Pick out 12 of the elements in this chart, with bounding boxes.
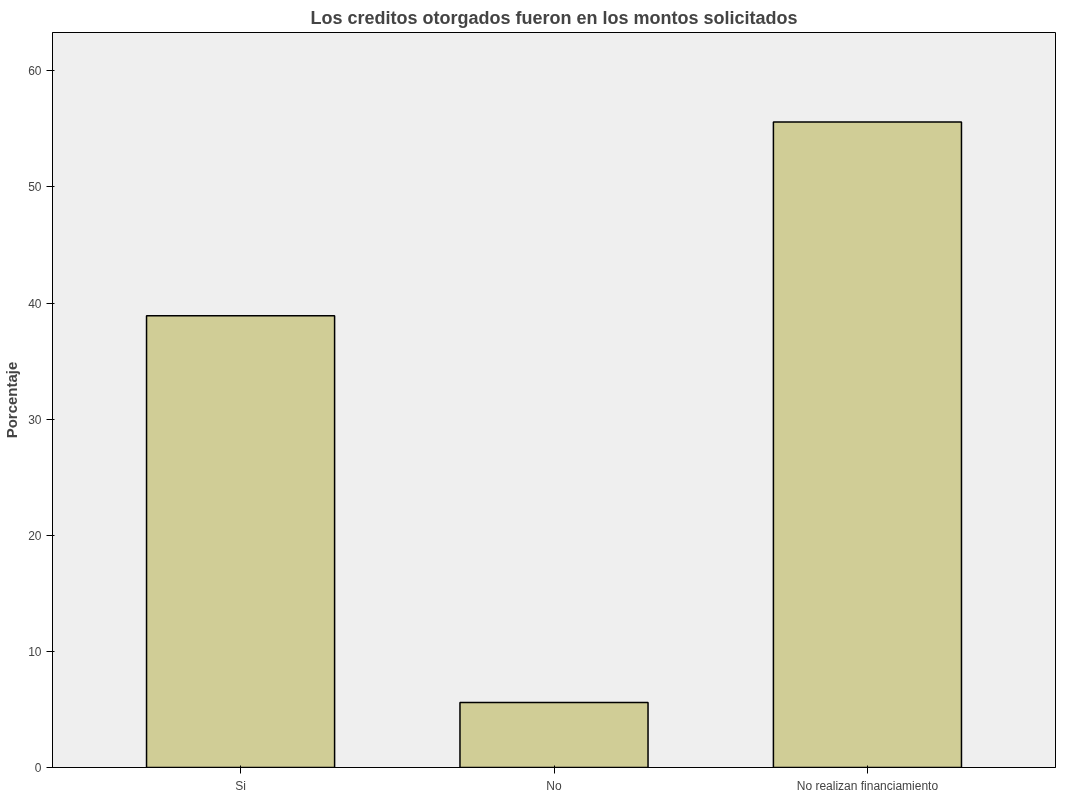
- y-tick-label: 0: [34, 761, 42, 775]
- y-tick-label: 20: [28, 528, 42, 543]
- x-tick-label: No realizan financiamiento: [796, 778, 939, 793]
- y-axis-title: Porcentaje: [3, 361, 21, 439]
- y-tick-label: 50: [28, 180, 42, 195]
- x-tick-label: Si: [235, 778, 246, 793]
- x-tick-label: No: [546, 778, 562, 793]
- y-tick-label: 10: [28, 644, 42, 659]
- y-tick-label: 40: [28, 296, 42, 311]
- y-tick-label: 30: [28, 412, 42, 427]
- chart-title: Los creditos otorgados fueron en los montos solicitados: [310, 7, 798, 28]
- y-tick-label: 60: [28, 64, 42, 79]
